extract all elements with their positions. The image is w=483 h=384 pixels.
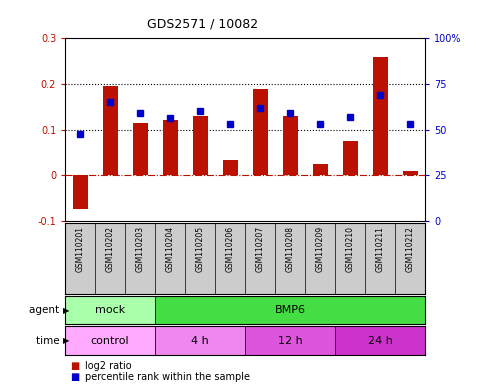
- Bar: [342, 141, 357, 175]
- Bar: [245, 326, 335, 355]
- Bar: [103, 86, 118, 175]
- Text: GSM110202: GSM110202: [106, 226, 114, 272]
- Bar: [223, 160, 238, 175]
- Text: GDS2571 / 10082: GDS2571 / 10082: [147, 17, 258, 30]
- Bar: [372, 56, 387, 175]
- Text: percentile rank within the sample: percentile rank within the sample: [85, 372, 250, 382]
- Bar: [73, 175, 88, 209]
- Text: GSM110208: GSM110208: [285, 226, 295, 272]
- Text: ■: ■: [70, 361, 79, 371]
- Text: 24 h: 24 h: [368, 336, 393, 346]
- Bar: [402, 170, 417, 175]
- Text: GSM110205: GSM110205: [196, 226, 205, 272]
- Bar: [283, 116, 298, 175]
- Text: ▶: ▶: [63, 336, 69, 345]
- Text: GSM110203: GSM110203: [136, 226, 145, 272]
- Bar: [133, 123, 148, 175]
- Text: GSM110201: GSM110201: [76, 226, 85, 272]
- Text: log2 ratio: log2 ratio: [85, 361, 131, 371]
- Text: GSM110210: GSM110210: [345, 226, 355, 272]
- Bar: [253, 89, 268, 175]
- Text: GSM110206: GSM110206: [226, 226, 235, 272]
- Bar: [155, 326, 245, 355]
- Bar: [335, 326, 425, 355]
- Bar: [155, 296, 425, 324]
- Text: agent: agent: [29, 305, 63, 315]
- Bar: [65, 326, 155, 355]
- Text: GSM110209: GSM110209: [315, 226, 325, 272]
- Text: GSM110212: GSM110212: [406, 226, 414, 272]
- Bar: [65, 296, 155, 324]
- Text: mock: mock: [95, 305, 125, 315]
- Text: BMP6: BMP6: [275, 305, 306, 315]
- Bar: [313, 164, 327, 175]
- Bar: [193, 116, 208, 175]
- Bar: [163, 119, 178, 175]
- Text: 12 h: 12 h: [278, 336, 302, 346]
- Text: 4 h: 4 h: [191, 336, 209, 346]
- Text: ▶: ▶: [63, 306, 69, 314]
- Text: GSM110204: GSM110204: [166, 226, 175, 272]
- Text: ■: ■: [70, 372, 79, 382]
- Text: time: time: [36, 336, 63, 346]
- Text: GSM110207: GSM110207: [256, 226, 265, 272]
- Text: GSM110211: GSM110211: [376, 226, 384, 272]
- Text: control: control: [91, 336, 129, 346]
